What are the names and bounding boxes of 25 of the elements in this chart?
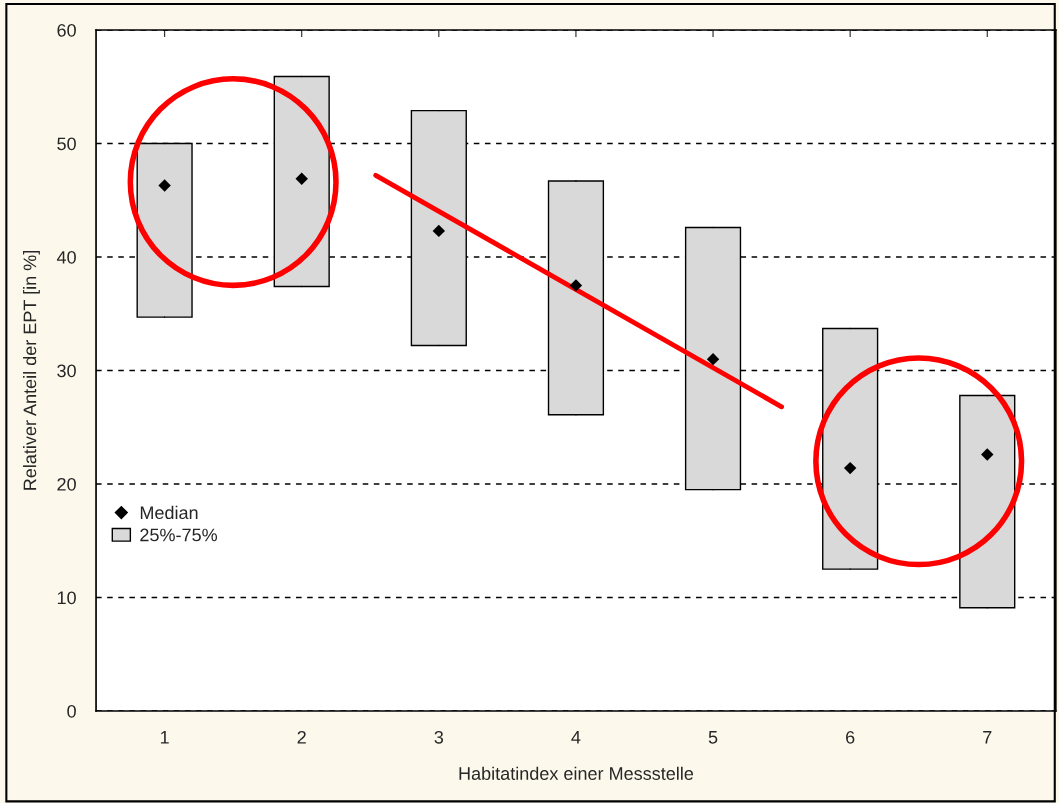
x-tick-label: 1	[160, 731, 169, 744]
point	[706, 352, 720, 366]
point	[432, 224, 446, 238]
x-axis-title: Habitatindex einer Messstelle	[459, 766, 694, 780]
y-tick-label: 50	[57, 137, 76, 151]
point	[569, 279, 583, 292]
x-tick-label: 6	[846, 730, 855, 744]
point	[843, 461, 857, 475]
x-tick-label: 2	[297, 730, 306, 744]
point	[295, 172, 308, 185]
y-tick-label: 10	[57, 591, 76, 605]
y-tick-label: 60	[57, 23, 76, 37]
point	[158, 179, 171, 192]
x-tick-label: 4	[571, 731, 581, 744]
point	[981, 448, 994, 461]
x-tick-label: 5	[708, 731, 718, 744]
y-tick-label: 20	[57, 477, 76, 491]
y-axis-title: Relativer Anteil der EPT [in %]	[23, 251, 40, 490]
legend-label: 25%-75%	[140, 528, 218, 542]
x-tick-label: 3	[434, 730, 444, 744]
y-tick-label: 30	[57, 364, 76, 378]
x-tick-label: 7	[983, 731, 992, 744]
y-tick-label: 40	[56, 250, 76, 264]
y-tick-label: 0	[67, 704, 76, 718]
legend-label: Median	[140, 505, 198, 520]
